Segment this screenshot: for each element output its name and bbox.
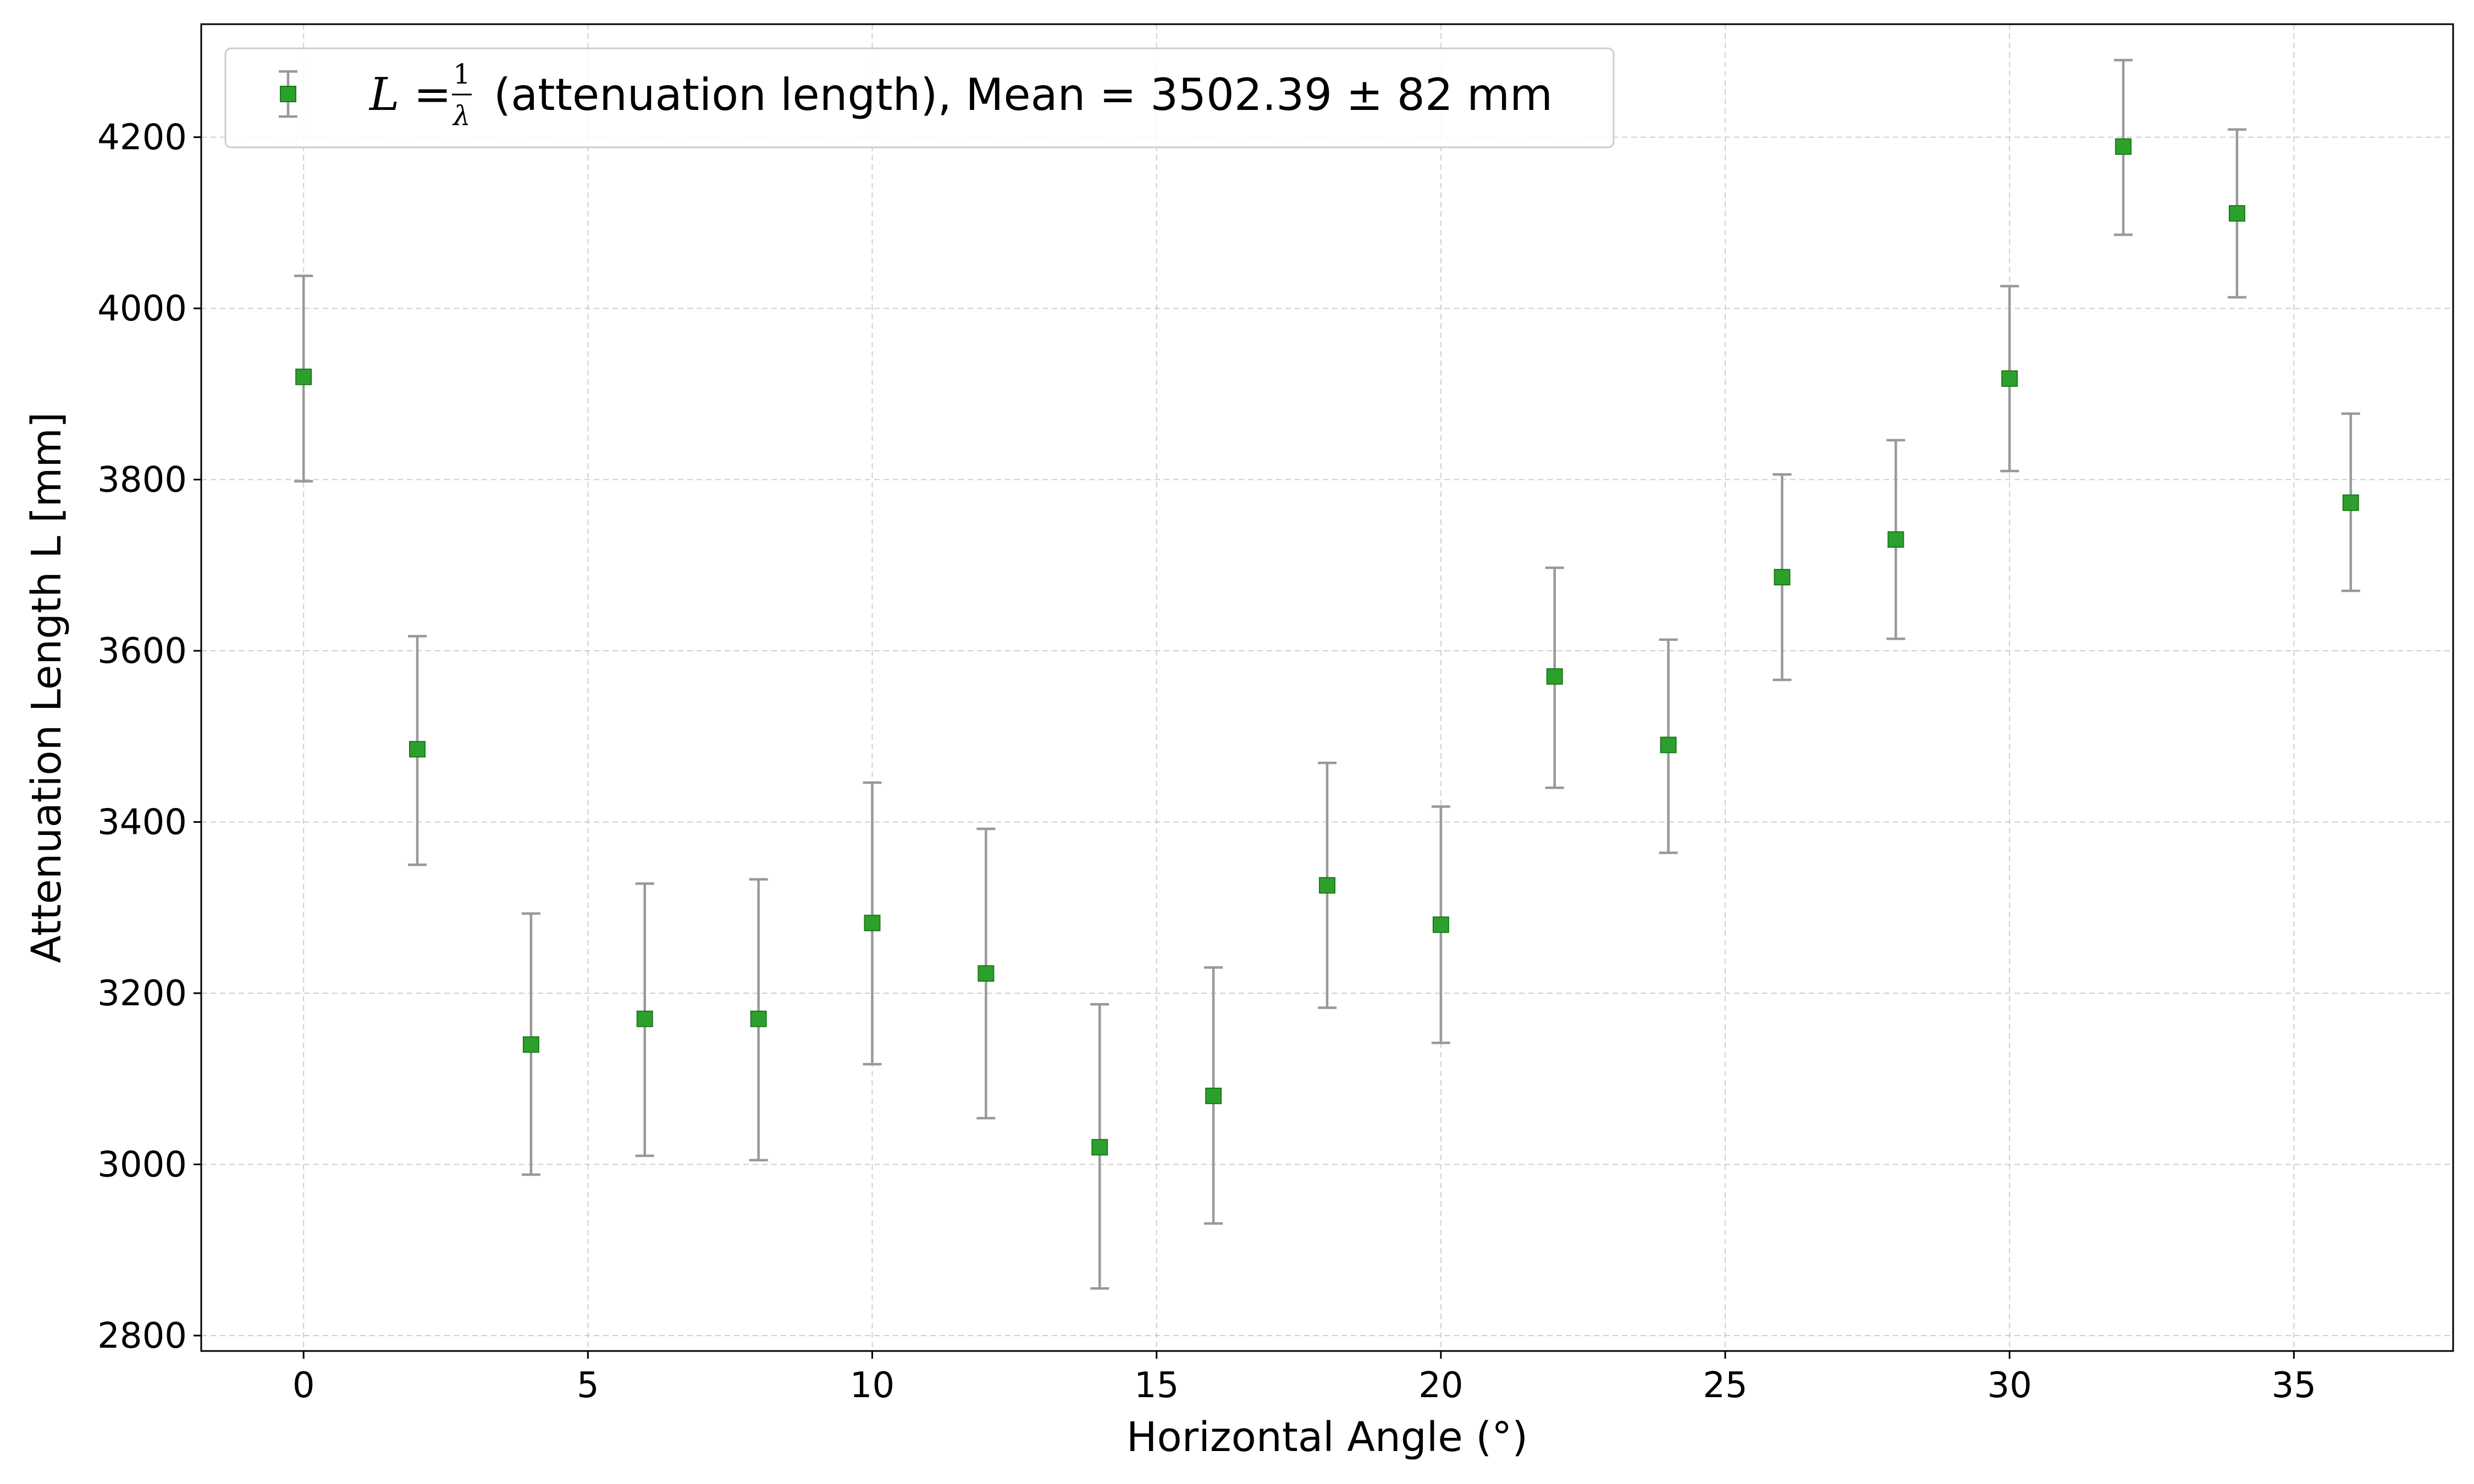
- data-point: [521, 912, 540, 1176]
- square-marker: [750, 1010, 767, 1027]
- square-marker: [1205, 1087, 1222, 1104]
- data-point: [2341, 412, 2360, 593]
- y-tick-label: 4200: [97, 118, 187, 158]
- x-tick-label: 15: [1134, 1365, 1179, 1406]
- data-point: [635, 882, 654, 1158]
- square-marker: [636, 1010, 653, 1027]
- x-tick-label: 30: [1987, 1365, 2031, 1406]
- legend-math-lhs: L =: [368, 69, 451, 121]
- x-tick-label: 10: [850, 1365, 894, 1406]
- square-marker: [1432, 916, 1449, 933]
- x-tick-label: 20: [1418, 1365, 1463, 1406]
- y-tick-label: 3000: [97, 1144, 187, 1185]
- square-marker: [1091, 1139, 1108, 1156]
- square-marker: [1546, 668, 1563, 685]
- square-marker: [978, 965, 995, 982]
- x-axis: 0 5 10 15 20 25 30 35: [292, 1351, 2316, 1406]
- data-point: [408, 635, 427, 866]
- plot-frame: [200, 23, 2454, 1352]
- data-point: [1886, 439, 1906, 640]
- square-marker: [1887, 531, 1904, 548]
- legend-marker: [279, 70, 297, 118]
- data-point: [1318, 761, 1337, 1009]
- x-axis-title: Horizontal Angle (°): [1126, 1414, 1528, 1461]
- y-tick-label: 4000: [97, 289, 187, 329]
- square-marker: [1660, 737, 1677, 754]
- square-marker: [2001, 370, 2018, 387]
- x-tick-label: 35: [2272, 1365, 2316, 1406]
- data-point: [976, 827, 996, 1120]
- data-point: [1659, 638, 1678, 854]
- y-tick-label: 3400: [97, 802, 187, 843]
- data-point: [2000, 285, 2019, 473]
- y-axis: 2800 3000 3200 3400 3600 3800 4000 4200: [97, 118, 201, 1356]
- y-tick-label: 3800: [97, 460, 187, 501]
- data-point: [1204, 966, 1223, 1225]
- data-series: [294, 59, 2360, 1290]
- square-marker: [2115, 138, 2132, 155]
- plot-area: [201, 24, 2453, 1351]
- data-point: [294, 274, 313, 483]
- data-point: [863, 781, 882, 1066]
- data-point: [1090, 1003, 1109, 1290]
- data-point: [2227, 128, 2246, 299]
- data-point: [1431, 805, 1450, 1044]
- square-marker: [295, 368, 312, 385]
- y-tick-label: 3200: [97, 973, 187, 1014]
- y-tick-label: 3600: [97, 631, 187, 672]
- y-tick-label: 2800: [97, 1316, 187, 1356]
- square-marker: [522, 1036, 539, 1053]
- square-marker: [1319, 877, 1335, 894]
- x-tick-label: 0: [292, 1365, 315, 1406]
- data-point: [2114, 59, 2133, 236]
- legend-fraction-denominator: λ: [452, 100, 471, 132]
- square-marker: [2228, 205, 2245, 222]
- square-marker: [2342, 494, 2359, 511]
- legend-box: [224, 47, 1615, 148]
- x-tick-label: 5: [577, 1365, 599, 1406]
- data-point: [749, 878, 768, 1161]
- data-point: [1772, 473, 1792, 682]
- data-point: [1545, 566, 1564, 789]
- x-tick-label: 25: [1703, 1365, 1747, 1406]
- legend: L = 1 λ (attenuation length), Mean = 350…: [224, 47, 1615, 148]
- legend-label: (attenuation length), Mean = 3502.39 ± 8…: [494, 69, 1553, 120]
- legend-fraction-numerator: 1: [453, 58, 471, 90]
- square-marker: [1774, 569, 1791, 586]
- square-marker: [409, 741, 426, 758]
- y-axis-title: Attenuation Length L [mm]: [23, 412, 70, 964]
- square-marker: [864, 915, 881, 932]
